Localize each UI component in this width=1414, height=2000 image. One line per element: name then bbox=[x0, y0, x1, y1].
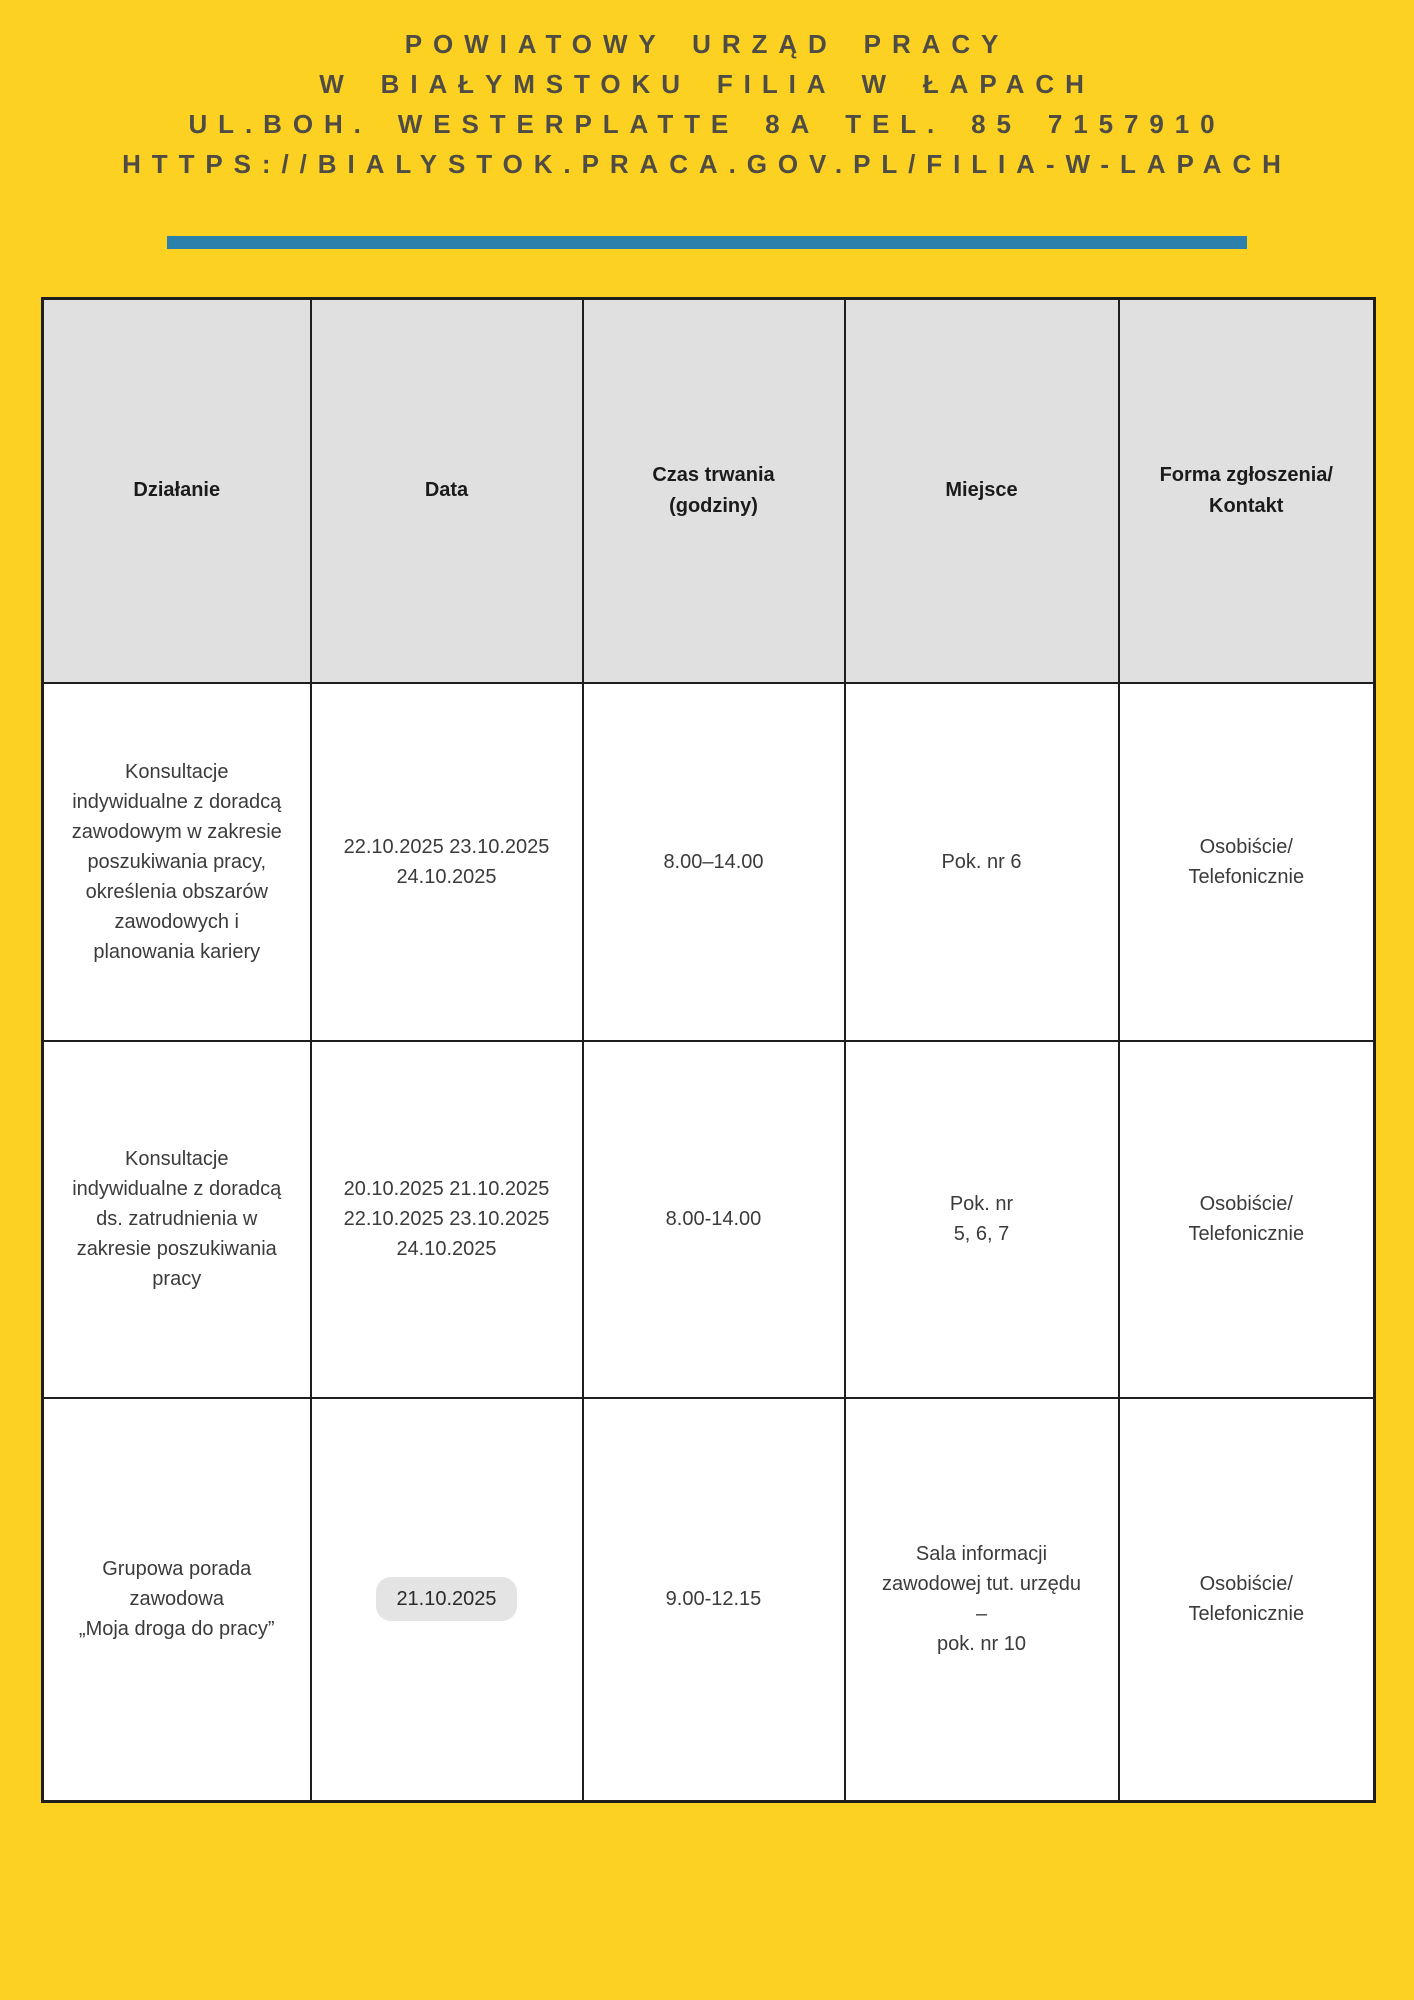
schedule-table: Działanie Data Czas trwania (godziny) Mi… bbox=[41, 297, 1376, 1803]
office-website-url: HTTPS://BIALYSTOK.PRACA.GOV.PL/FILIA-W-L… bbox=[122, 149, 1292, 179]
highlighted-date: 21.10.2025 bbox=[376, 1577, 517, 1622]
cell-date: 20.10.2025 21.10.2025 22.10.2025 23.10.2… bbox=[309, 1039, 584, 1399]
poster-header: POWIATOWY URZĄD PRACY W BIAŁYMSTOKU FILI… bbox=[0, 0, 1414, 184]
cell-date: 21.10.2025 bbox=[309, 1396, 584, 1803]
cell-activity: Grupowa porada zawodowa „Moja droga do p… bbox=[41, 1396, 312, 1803]
cell-activity: Konsultacje indywidualne z doradcą ds. z… bbox=[41, 1039, 312, 1399]
cell-place: Pok. nr 6 bbox=[843, 681, 1120, 1042]
cell-duration: 9.00-12.15 bbox=[581, 1396, 846, 1803]
table-header: Działanie Data Czas trwania (godziny) Mi… bbox=[41, 297, 1376, 684]
column-header-activity: Działanie bbox=[41, 297, 312, 684]
column-header-contact: Forma zgłoszenia/ Kontakt bbox=[1117, 297, 1376, 684]
cell-duration: 8.00-14.00 bbox=[581, 1039, 846, 1399]
cell-date: 22.10.2025 23.10.2025 24.10.2025 bbox=[309, 681, 584, 1042]
table-body: Konsultacje indywidualne z doradcą zawod… bbox=[41, 681, 1376, 1803]
column-header-duration: Czas trwania (godziny) bbox=[581, 297, 846, 684]
table-row: Konsultacje indywidualne z doradcą zawod… bbox=[41, 681, 1376, 1042]
column-header-date: Data bbox=[309, 297, 584, 684]
office-address-phone: UL.BOH. WESTERPLATTE 8A TEL. 85 7157910 bbox=[188, 109, 1226, 139]
cell-activity: Konsultacje indywidualne z doradcą zawod… bbox=[41, 681, 312, 1042]
header-row: Działanie Data Czas trwania (godziny) Mi… bbox=[41, 297, 1376, 684]
divider-bar bbox=[167, 236, 1247, 249]
table-row: Grupowa porada zawodowa „Moja droga do p… bbox=[41, 1396, 1376, 1803]
cell-contact: Osobiście/ Telefonicznie bbox=[1117, 1039, 1376, 1399]
schedule-table-wrapper: Działanie Data Czas trwania (godziny) Mi… bbox=[41, 297, 1376, 1803]
cell-place: Sala informacji zawodowej tut. urzędu – … bbox=[843, 1396, 1120, 1803]
cell-contact: Osobiście/ Telefonicznie bbox=[1117, 681, 1376, 1042]
column-header-place: Miejsce bbox=[843, 297, 1120, 684]
cell-place: Pok. nr 5, 6, 7 bbox=[843, 1039, 1120, 1399]
table-row: Konsultacje indywidualne z doradcą ds. z… bbox=[41, 1039, 1376, 1399]
cell-contact: Osobiście/ Telefonicznie bbox=[1117, 1396, 1376, 1803]
office-name-line-2: W BIAŁYMSTOKU FILIA W ŁAPACH bbox=[319, 69, 1095, 99]
cell-duration: 8.00–14.00 bbox=[581, 681, 846, 1042]
office-name-line-1: POWIATOWY URZĄD PRACY bbox=[404, 29, 1010, 59]
